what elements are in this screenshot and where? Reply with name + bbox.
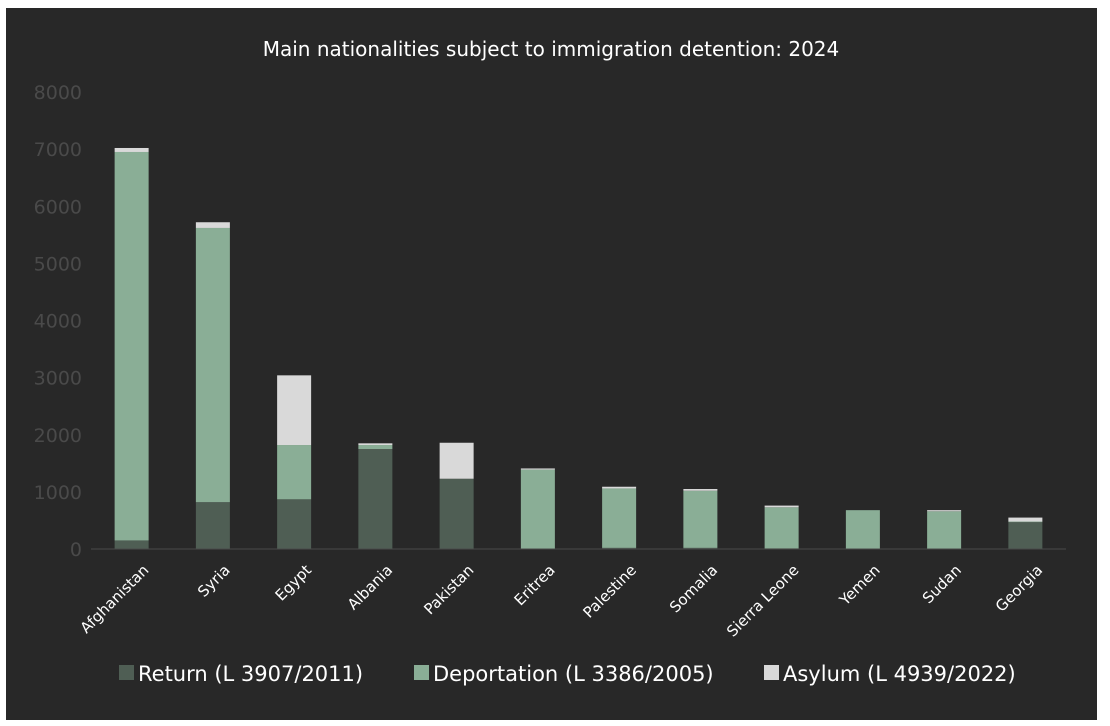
legend: Return (L 3907/2011) Deportation (L 3386/… xyxy=(119,662,1016,686)
bar-segment xyxy=(1008,522,1043,549)
x-tick-label: Pakistan xyxy=(420,561,477,618)
x-tick-label: Georgia xyxy=(992,561,1046,615)
x-tick-label: Egypt xyxy=(272,561,315,604)
x-tick-label: Yemen xyxy=(835,561,884,610)
bar-segment xyxy=(764,507,799,549)
bar-segment xyxy=(277,375,312,446)
bar-segment xyxy=(358,445,393,450)
bar-segment xyxy=(520,468,555,470)
bar-segment xyxy=(277,499,312,549)
bar-segment xyxy=(439,478,474,549)
y-tick-label: 7000 xyxy=(34,139,82,161)
bar-segment xyxy=(114,147,149,152)
bars xyxy=(114,147,1043,549)
x-axis: Afghanistan Syria Egypt Albania Pakistan Erit… xyxy=(77,561,1047,640)
bar-segment xyxy=(927,510,962,512)
x-tick-label: Syria xyxy=(194,561,234,601)
bar-segment xyxy=(602,488,637,548)
chart-frame: Main nationalities subject to immigratio… xyxy=(6,8,1097,720)
bar-segment xyxy=(358,443,393,446)
y-axis: 0 1000 2000 3000 4000 5000 6000 7000 8000 xyxy=(34,82,82,561)
y-tick-label: 3000 xyxy=(34,368,82,390)
bar-segment xyxy=(114,540,149,549)
bar-segment xyxy=(195,222,230,228)
bar-segment xyxy=(845,510,880,549)
bar-segment xyxy=(439,442,474,479)
x-tick-label: Somalia xyxy=(666,561,721,616)
bar-segment xyxy=(114,151,149,541)
bar-chart: Main nationalities subject to immigratio… xyxy=(34,37,1066,686)
bar-segment xyxy=(602,486,637,489)
bar-segment xyxy=(683,490,718,548)
y-tick-label: 4000 xyxy=(34,311,82,333)
bar-segment xyxy=(358,449,393,549)
legend-swatch xyxy=(119,665,134,680)
chart-title: Main nationalities subject to immigratio… xyxy=(263,37,840,61)
bar-segment xyxy=(927,511,962,549)
y-tick-label: 6000 xyxy=(34,196,82,218)
x-tick-label: Albania xyxy=(344,561,396,613)
y-tick-label: 5000 xyxy=(34,253,82,275)
x-tick-label: Sierra Leone xyxy=(723,561,802,640)
bar-segment xyxy=(1008,521,1043,523)
bar-segment xyxy=(683,489,718,491)
bar-segment xyxy=(195,227,230,503)
x-tick-label: Palestine xyxy=(579,561,640,622)
y-tick-label: 8000 xyxy=(34,82,82,104)
legend-label: Deportation (L 3386/2005) xyxy=(433,662,714,686)
legend-swatch xyxy=(414,665,429,680)
legend-swatch xyxy=(764,665,779,680)
bar-segment xyxy=(683,547,718,549)
x-tick-label: Sudan xyxy=(919,561,965,607)
bar-segment xyxy=(602,547,637,549)
bar-segment xyxy=(195,502,230,549)
legend-label: Return (L 3907/2011) xyxy=(138,662,363,686)
y-tick-label: 1000 xyxy=(34,482,82,504)
bar-segment xyxy=(520,469,555,549)
bar-segment xyxy=(277,445,312,500)
y-tick-label: 0 xyxy=(70,539,82,561)
legend-label: Asylum (L 4939/2022) xyxy=(783,662,1016,686)
bar-segment xyxy=(764,505,799,508)
x-tick-label: Afghanistan xyxy=(77,561,153,637)
y-tick-label: 2000 xyxy=(34,425,82,447)
bar-segment xyxy=(1008,517,1043,522)
x-tick-label: Eritrea xyxy=(511,561,559,609)
